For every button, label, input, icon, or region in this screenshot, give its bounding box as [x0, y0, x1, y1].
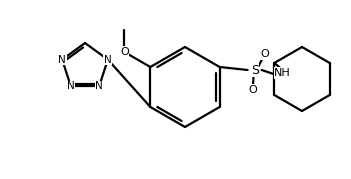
- Text: N: N: [95, 81, 103, 91]
- Text: O: O: [120, 47, 129, 57]
- Text: N: N: [104, 55, 112, 65]
- Text: N: N: [67, 81, 75, 91]
- Text: O: O: [260, 49, 269, 59]
- Text: S: S: [251, 64, 259, 76]
- Text: NH: NH: [274, 68, 291, 78]
- Text: N: N: [58, 55, 66, 65]
- Text: O: O: [248, 85, 257, 95]
